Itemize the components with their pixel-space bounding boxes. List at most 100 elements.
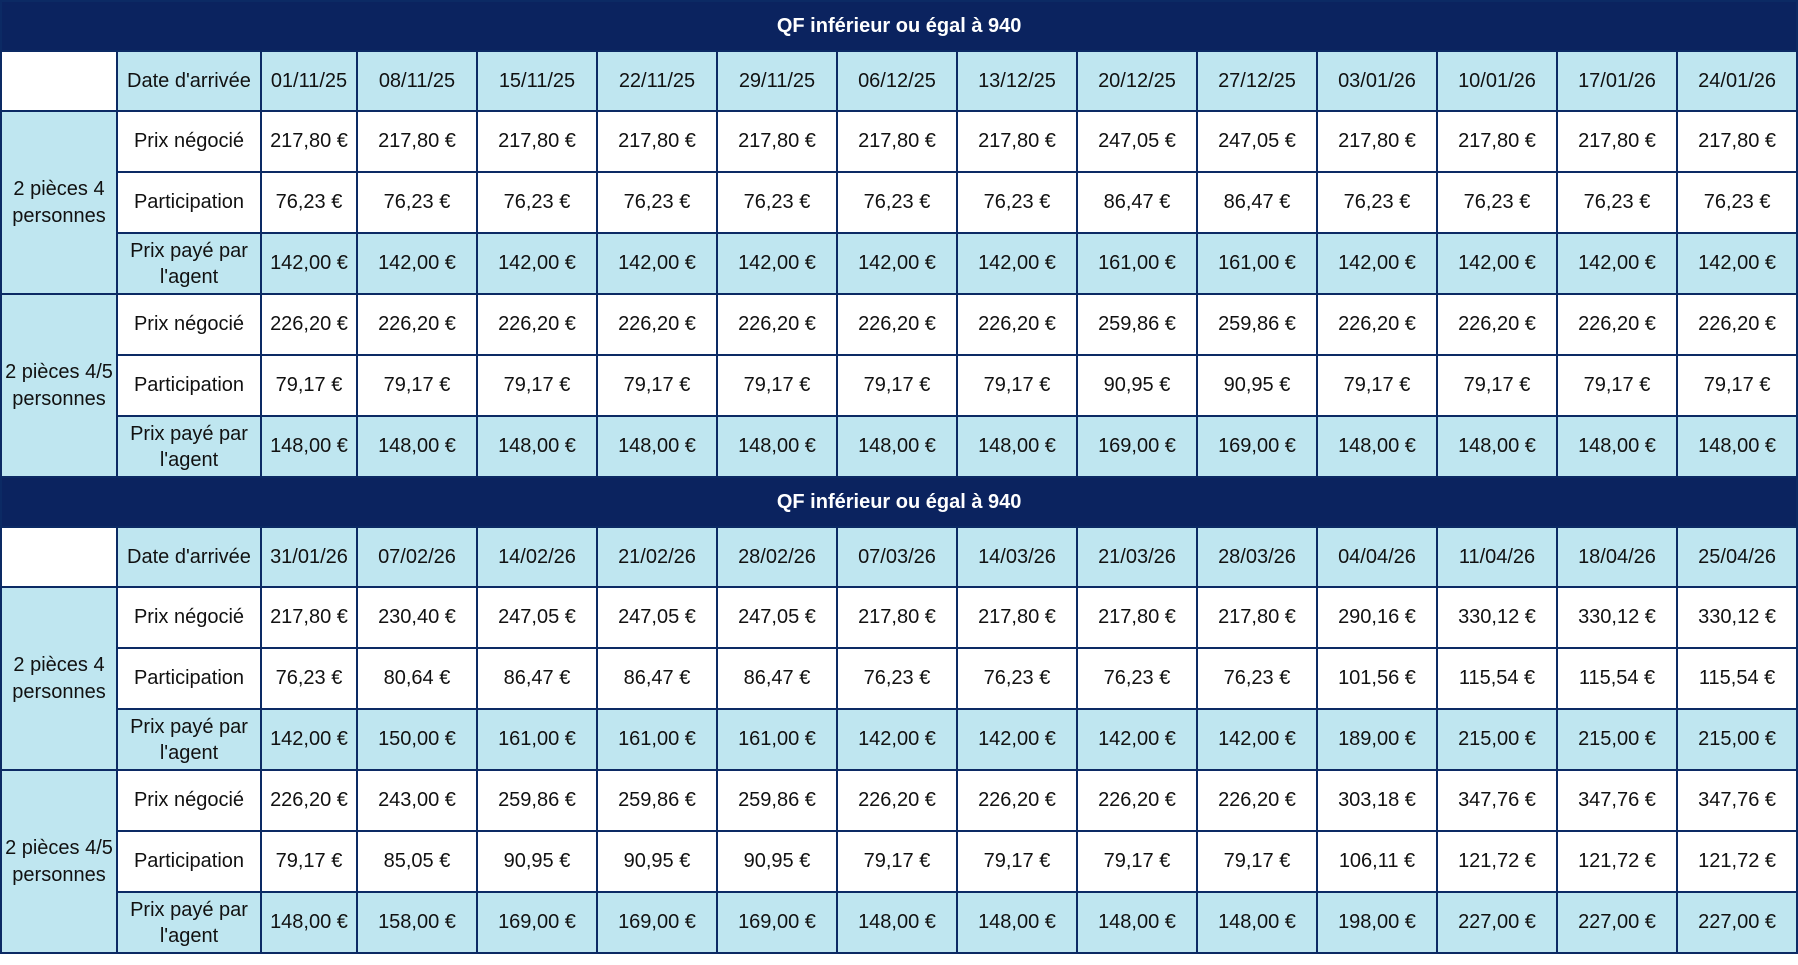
- price-cell: 115,54 €: [1675, 647, 1798, 710]
- apartment-type-cell: 2 pièces 4/5 personnes: [0, 769, 118, 954]
- price-cell: 226,20 €: [836, 769, 958, 832]
- arrival-date-cell: 21/02/26: [596, 526, 718, 588]
- price-cell: 330,12 €: [1436, 586, 1558, 649]
- price-cell: 161,00 €: [596, 708, 718, 771]
- price-cell: 226,20 €: [956, 293, 1078, 356]
- pricing-table: QF inférieur ou égal à 940 Date d'arrivée…: [0, 0, 1798, 478]
- table-row: Participation 76,23 €80,64 €86,47 €86,47 …: [1, 647, 1798, 710]
- price-cell: 148,00 €: [1196, 891, 1318, 954]
- table-row: 2 pièces 4/5 personnes Prix négocié 226,20…: [0, 769, 1798, 954]
- price-cell: 121,72 €: [1675, 830, 1798, 893]
- price-cell: 161,00 €: [1196, 232, 1318, 295]
- price-cell: 217,80 €: [1076, 586, 1198, 649]
- price-cell: 79,17 €: [836, 830, 958, 893]
- price-cell: 169,00 €: [716, 891, 838, 954]
- price-cell: 215,00 €: [1436, 708, 1558, 771]
- arrival-date-cell: 20/12/25: [1076, 50, 1198, 112]
- price-cell: 150,00 €: [356, 708, 478, 771]
- price-cell: 115,54 €: [1556, 647, 1678, 710]
- price-cell: 226,20 €: [1556, 293, 1678, 356]
- arrival-date-cell: 21/03/26: [1076, 526, 1198, 588]
- price-cell: 142,00 €: [1076, 708, 1198, 771]
- price-cell: 161,00 €: [1076, 232, 1198, 295]
- price-cell: 227,00 €: [1436, 891, 1558, 954]
- arrival-date-cell: 07/02/26: [356, 526, 478, 588]
- table-title: QF inférieur ou égal à 940: [0, 476, 1798, 528]
- price-cell: 148,00 €: [260, 891, 358, 954]
- price-cell: 169,00 €: [596, 891, 718, 954]
- arrival-date-cell: 07/03/26: [836, 526, 958, 588]
- price-cell: 161,00 €: [476, 708, 598, 771]
- price-cell: 226,20 €: [836, 293, 958, 356]
- price-cell: 215,00 €: [1556, 708, 1678, 771]
- price-cell: 148,00 €: [956, 891, 1078, 954]
- price-cell: 148,00 €: [836, 415, 958, 478]
- price-cell: 226,20 €: [1436, 293, 1558, 356]
- row-label: Prix négocié: [116, 293, 262, 356]
- price-cell: 76,23 €: [1316, 171, 1438, 234]
- price-cell: 90,95 €: [596, 830, 718, 893]
- arrival-date-cell: 06/12/25: [836, 50, 958, 112]
- price-cell: 330,12 €: [1556, 586, 1678, 649]
- arrival-date-cell: 08/11/25: [356, 50, 478, 112]
- arrival-date-cell: 18/04/26: [1556, 526, 1678, 588]
- price-cell: 259,86 €: [1196, 293, 1318, 356]
- price-cell: 76,23 €: [1556, 171, 1678, 234]
- price-cell: 259,86 €: [596, 769, 718, 832]
- row-label: Participation: [116, 171, 262, 234]
- price-cell: 347,76 €: [1556, 769, 1678, 832]
- price-cell: 76,23 €: [1196, 647, 1318, 710]
- price-cell: 148,00 €: [260, 415, 358, 478]
- price-cell: 161,00 €: [716, 708, 838, 771]
- price-cell: 76,23 €: [260, 647, 358, 710]
- price-cell: 76,23 €: [476, 171, 598, 234]
- price-cell: 121,72 €: [1436, 830, 1558, 893]
- header-row: Date d'arrivée 31/01/26 07/02/26 14/02/26 21…: [0, 526, 1798, 588]
- price-cell: 148,00 €: [1316, 415, 1438, 478]
- price-cell: 79,17 €: [1316, 354, 1438, 417]
- price-cell: 76,23 €: [716, 171, 838, 234]
- arrival-date-cell: 14/03/26: [956, 526, 1078, 588]
- price-cell: 217,80 €: [1436, 110, 1558, 173]
- price-cell: 86,47 €: [1076, 171, 1198, 234]
- price-cell: 217,80 €: [260, 110, 358, 173]
- price-cell: 106,11 €: [1316, 830, 1438, 893]
- price-cell: 217,80 €: [956, 586, 1078, 649]
- price-cell: 79,17 €: [596, 354, 718, 417]
- table-row: Prix payé par l'agent 148,00 €158,00 €169…: [1, 891, 1798, 954]
- price-cell: 330,12 €: [1675, 586, 1798, 649]
- price-cell: 158,00 €: [356, 891, 478, 954]
- price-cell: 217,80 €: [1316, 110, 1438, 173]
- arrival-date-cell: 27/12/25: [1196, 50, 1318, 112]
- price-cell: 169,00 €: [1076, 415, 1198, 478]
- arrival-date-cell: 13/12/25: [956, 50, 1078, 112]
- arrival-date-cell: 25/04/26: [1675, 526, 1798, 588]
- price-cell: 79,17 €: [716, 354, 838, 417]
- price-cell: 226,20 €: [476, 293, 598, 356]
- arrival-date-cell: 28/02/26: [716, 526, 838, 588]
- price-cell: 90,95 €: [1196, 354, 1318, 417]
- price-cell: 142,00 €: [956, 708, 1078, 771]
- price-cell: 142,00 €: [1556, 232, 1678, 295]
- price-cell: 217,80 €: [596, 110, 718, 173]
- price-cell: 247,05 €: [476, 586, 598, 649]
- price-cell: 259,86 €: [716, 769, 838, 832]
- price-cell: 142,00 €: [716, 232, 838, 295]
- table-row: Participation 79,17 €79,17 €79,17 €79,17 …: [1, 354, 1798, 417]
- price-cell: 148,00 €: [1675, 415, 1798, 478]
- table-row: 2 pièces 4/5 personnes Prix négocié 226,20…: [0, 293, 1798, 478]
- price-cell: 142,00 €: [596, 232, 718, 295]
- price-cell: 76,23 €: [956, 171, 1078, 234]
- price-cell: 217,80 €: [716, 110, 838, 173]
- price-cell: 142,00 €: [1316, 232, 1438, 295]
- price-cell: 148,00 €: [956, 415, 1078, 478]
- price-cell: 76,23 €: [956, 647, 1078, 710]
- price-cell: 217,80 €: [956, 110, 1078, 173]
- row-label: Participation: [116, 830, 262, 893]
- price-cell: 226,20 €: [260, 769, 358, 832]
- price-cell: 86,47 €: [476, 647, 598, 710]
- price-cell: 79,17 €: [1556, 354, 1678, 417]
- price-cell: 148,00 €: [836, 891, 958, 954]
- price-cell: 198,00 €: [1316, 891, 1438, 954]
- price-cell: 79,17 €: [260, 830, 358, 893]
